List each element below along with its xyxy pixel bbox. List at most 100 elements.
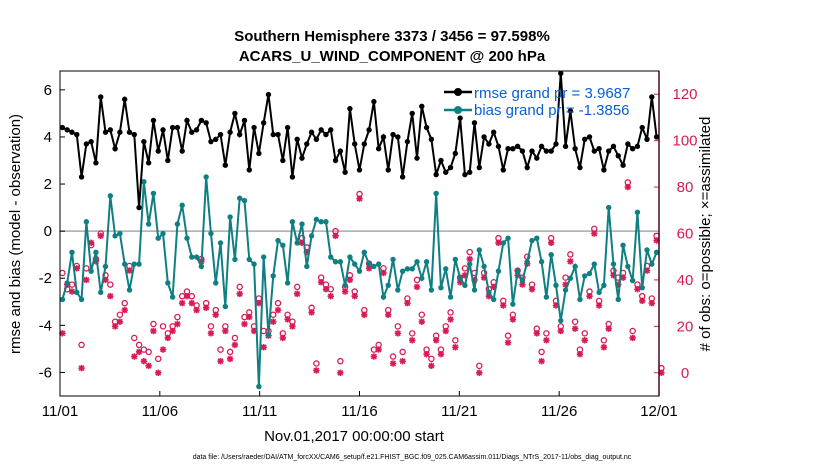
rmse-point — [366, 127, 372, 133]
rmse-point — [232, 110, 238, 117]
obs-assimilated-marker — [423, 351, 430, 358]
rmse-point — [265, 91, 272, 98]
rmse-point — [653, 134, 660, 140]
obs-assimilated-stroke — [308, 309, 315, 316]
bias-point — [289, 219, 296, 225]
bias-point — [136, 261, 142, 267]
rmse-point — [399, 174, 406, 180]
rmse-point — [505, 146, 511, 152]
rmse-point — [256, 150, 262, 157]
bias-point — [591, 261, 598, 267]
right-tick-label: 40 — [677, 272, 694, 289]
rmse-point — [78, 174, 85, 180]
rmse-point — [213, 136, 219, 142]
obs-assimilated-stroke — [428, 362, 435, 369]
rmse-point — [577, 164, 583, 171]
obs-assimilated-stroke — [653, 237, 660, 244]
obs-assimilated-marker — [289, 323, 296, 330]
obs-assimilated-marker — [361, 311, 368, 318]
rmse-point — [174, 124, 181, 131]
legend: rmse grand pr = 3.9687 bias grand pr = -… — [444, 85, 630, 119]
bias-point — [352, 261, 358, 267]
obs-assimilated-stroke — [390, 360, 397, 367]
obs-assimilated-marker — [624, 183, 632, 191]
x-tick-label: 11/16 — [341, 403, 377, 420]
obs-assimilated-marker — [547, 239, 555, 246]
obs-assimilated-stroke — [279, 334, 286, 341]
bias-point — [112, 233, 118, 239]
obs-possible-marker — [337, 357, 344, 365]
obs-assimilated-stroke — [596, 302, 603, 309]
bias-point — [160, 230, 166, 237]
rmse-point — [457, 115, 463, 121]
obs-assimilated-stroke — [217, 358, 224, 365]
rmse-point — [586, 134, 593, 140]
left-tick-label: -4 — [39, 317, 52, 334]
rmse-point — [208, 138, 214, 145]
rmse-point — [136, 204, 142, 211]
obs-assimilated-marker — [341, 288, 349, 295]
x-axis-label: Nov.01,2017 00:00:00 start — [264, 428, 445, 445]
bias-point — [213, 280, 219, 286]
obs-assimilated-stroke — [284, 316, 291, 323]
obs-assimilated-marker — [155, 369, 162, 376]
right-tick-label: 60 — [677, 226, 694, 243]
obs-assimilated-stroke — [212, 311, 219, 318]
obs-possible-marker — [159, 323, 167, 330]
obs-assimilated-marker — [188, 299, 195, 307]
bias-point — [653, 249, 660, 256]
obs-assimilated-stroke — [629, 334, 636, 341]
obs-assimilated-marker — [145, 362, 152, 370]
obs-assimilated-stroke — [370, 353, 377, 360]
obs-assimilated-marker — [629, 334, 636, 342]
bias-point — [649, 261, 655, 267]
rmse-point — [184, 117, 190, 124]
obs-possible-marker — [150, 320, 157, 328]
bias-point — [390, 256, 396, 263]
rmse-point — [308, 129, 315, 135]
obs-assimilated-stroke — [322, 286, 329, 293]
rmse-point — [596, 146, 602, 152]
obs-assimilated-stroke — [356, 195, 363, 202]
bias-point — [567, 275, 574, 281]
bias-point — [371, 263, 377, 270]
bias-point — [375, 261, 382, 267]
bias-point — [356, 268, 363, 274]
obs-assimilated-stroke — [313, 367, 320, 374]
obs-assimilated-marker — [409, 337, 416, 344]
obs-assimilated-stroke — [102, 276, 109, 283]
bias-point — [625, 263, 631, 270]
obs-possible-marker — [116, 311, 124, 318]
rmse-point — [102, 129, 109, 135]
rmse-point — [462, 171, 468, 178]
bias-point — [476, 247, 482, 253]
obs-assimilated-stroke — [351, 293, 358, 300]
rmse-point — [107, 127, 114, 133]
obs-assimilated-marker — [135, 348, 143, 356]
rmse-point — [510, 146, 516, 152]
obs-assimilated-stroke — [423, 351, 430, 358]
obs-assimilated-stroke — [155, 369, 162, 376]
rmse-point — [356, 167, 363, 173]
obs-possible-marker — [600, 337, 608, 344]
obs-assimilated-stroke — [442, 328, 449, 334]
rmse-point — [634, 143, 641, 150]
bias-point — [64, 280, 70, 286]
obs-assimilated-marker — [178, 299, 186, 307]
rmse-point — [304, 141, 310, 147]
rmse-point — [620, 162, 626, 168]
x-ticks: 11/01 11/06 11/11 11/16 11/21 11/26 12/01 — [42, 391, 678, 420]
rmse-point — [629, 146, 636, 152]
bias-point — [471, 287, 478, 293]
obs-assimilated-marker — [202, 304, 210, 311]
obs-assimilated-stroke — [375, 346, 382, 353]
obs-assimilated-marker — [543, 337, 550, 344]
bias-point — [443, 266, 449, 272]
x-tick-label: 11/26 — [541, 403, 577, 420]
x-tick-label: 11/06 — [142, 403, 178, 420]
bias-point — [572, 263, 578, 270]
obs-assimilated-marker — [116, 318, 124, 325]
rmse-point — [452, 150, 459, 157]
obs-possible-marker — [226, 348, 234, 356]
